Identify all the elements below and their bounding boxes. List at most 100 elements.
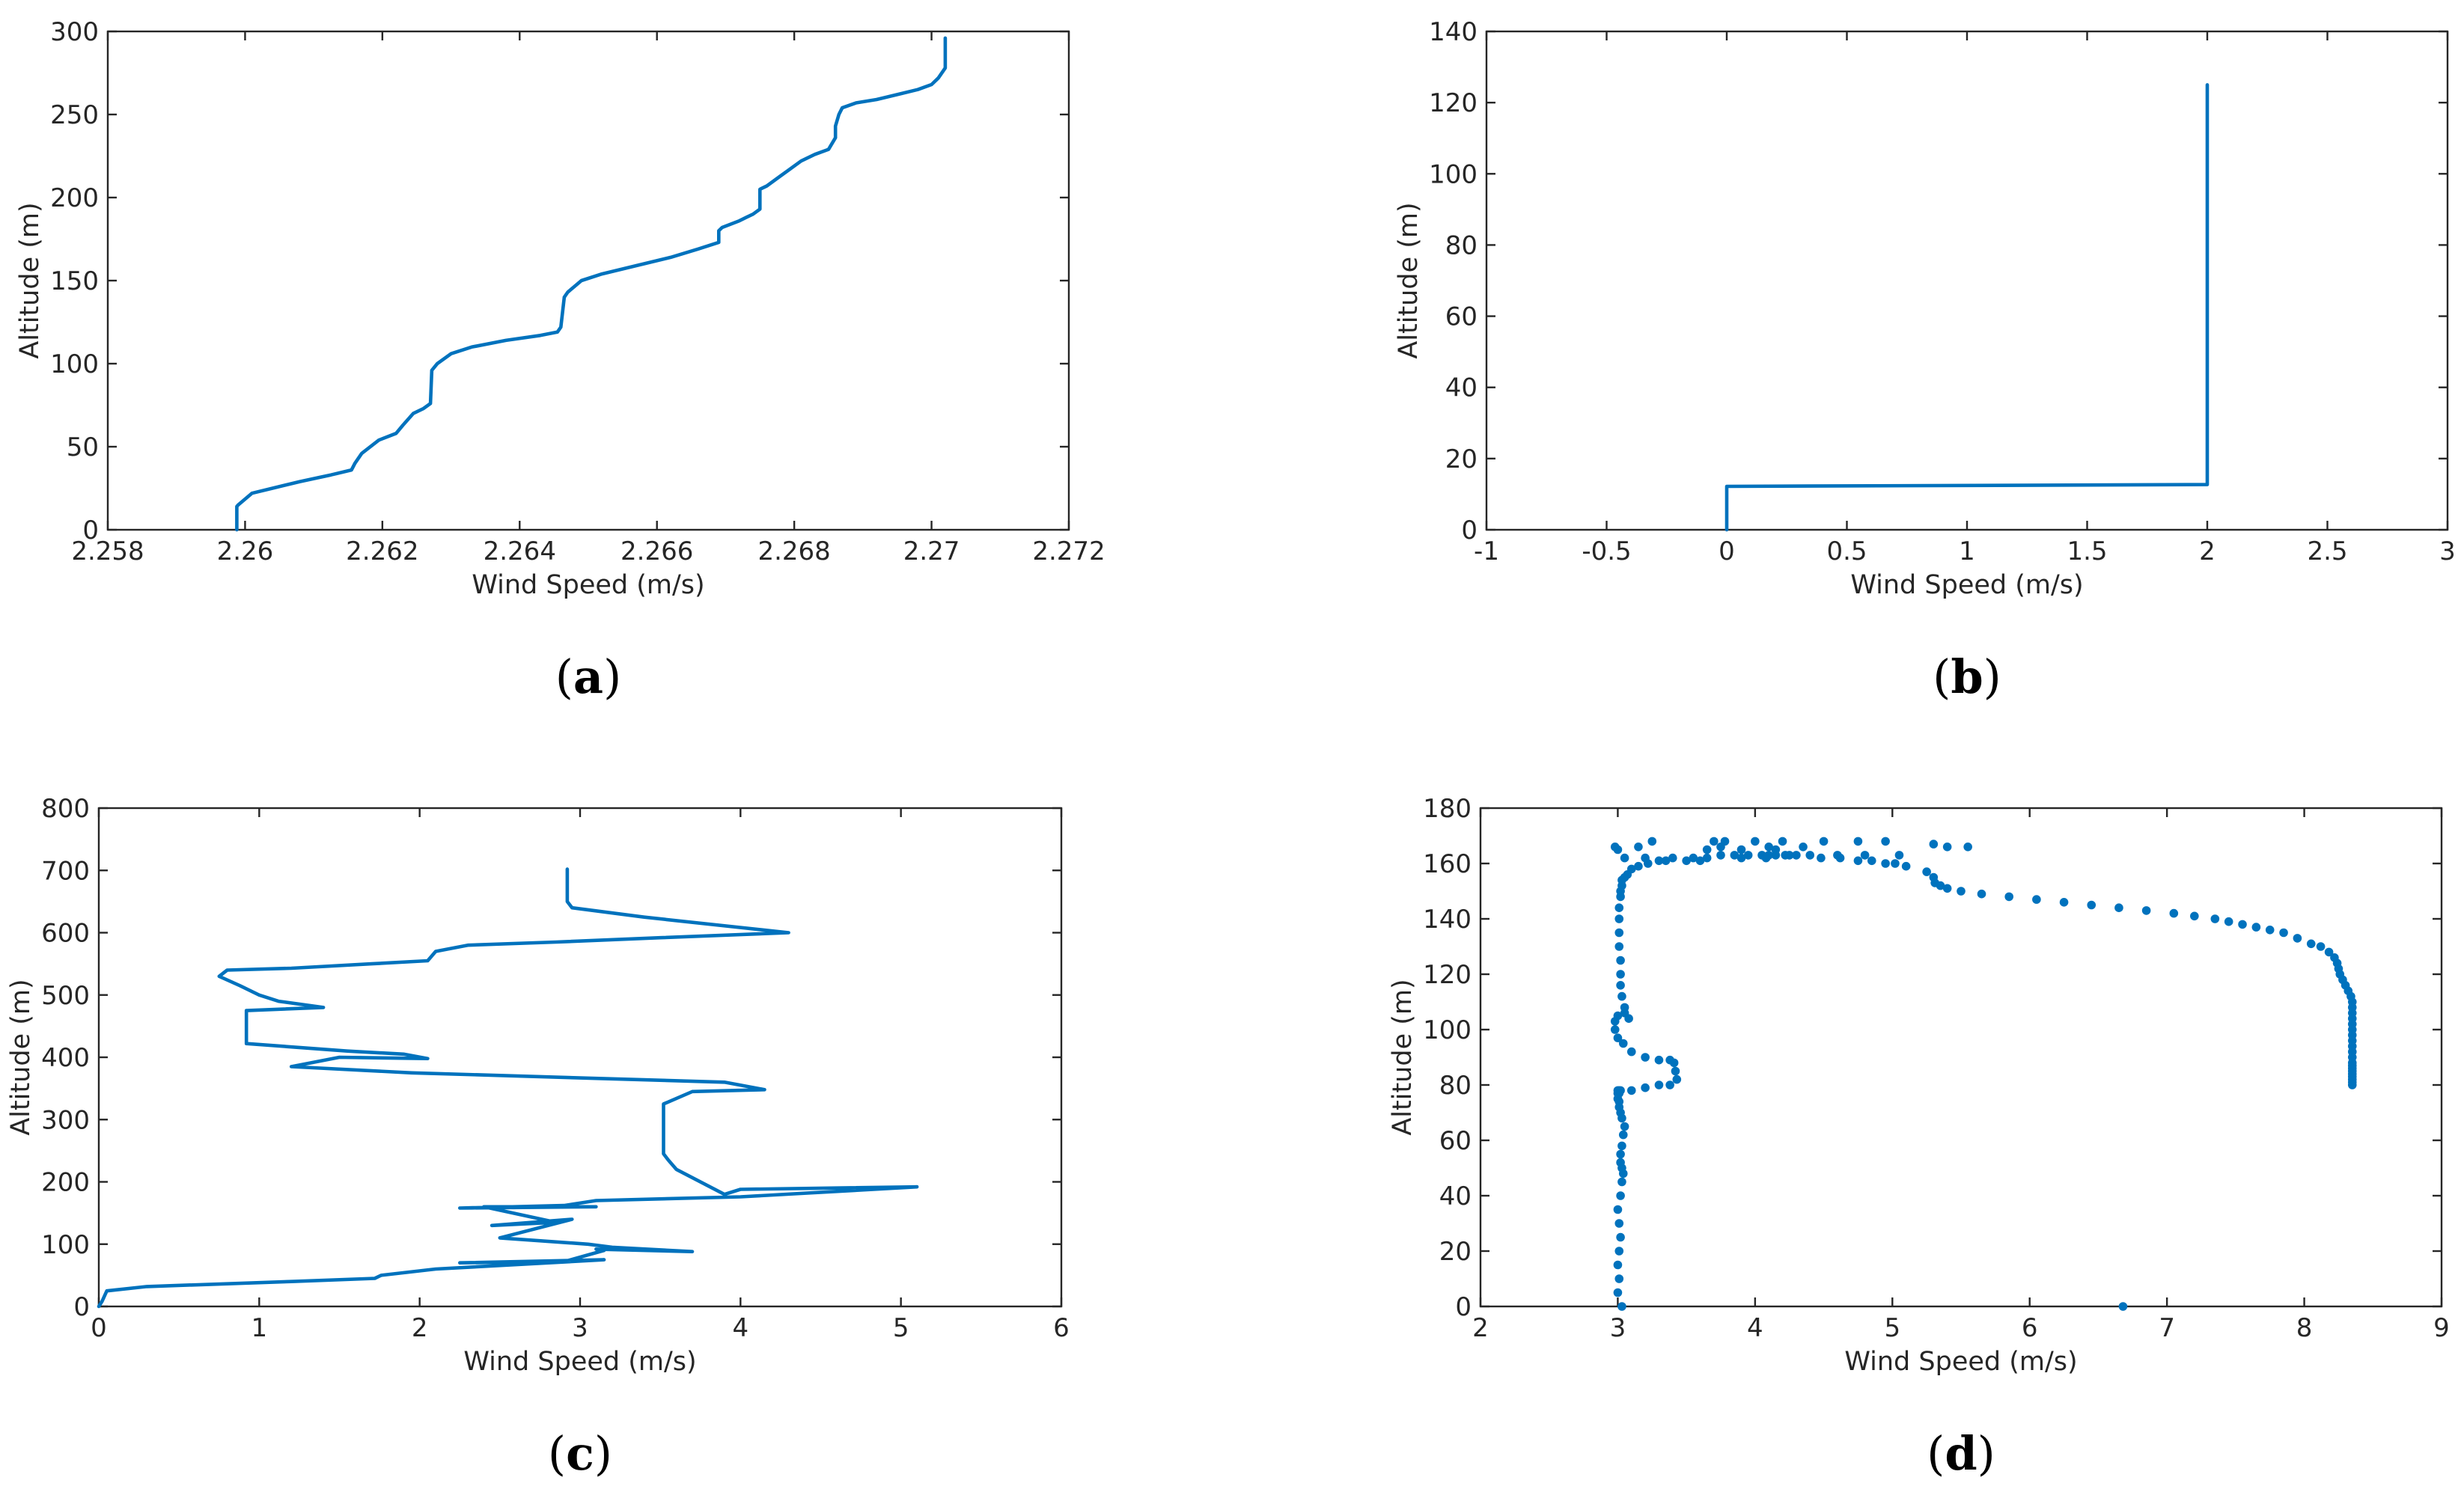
- data-point: [1891, 859, 1900, 868]
- data-point: [1668, 853, 1677, 863]
- data-series: [1610, 837, 2357, 1311]
- data-point: [1682, 856, 1691, 866]
- x-tick-label: 3: [2439, 536, 2456, 566]
- y-tick-label: 120: [1429, 88, 1478, 118]
- y-tick-label: 60: [1439, 1126, 1472, 1156]
- x-tick-labels: 0 1 2 3 4 5 6: [91, 1313, 1070, 1343]
- panel-caption: (a): [555, 649, 622, 704]
- data-point: [2224, 917, 2233, 926]
- data-point: [1634, 843, 1643, 852]
- data-point: [1654, 1080, 1664, 1089]
- x-tick-label: 9: [2433, 1313, 2450, 1343]
- data-point: [1626, 864, 1636, 874]
- data-point: [2118, 1302, 2128, 1311]
- x-tick-label: 2.27: [903, 536, 960, 566]
- data-point: [1641, 1083, 1650, 1092]
- x-tick-label: 2.26: [217, 536, 274, 566]
- data-point: [1618, 1130, 1628, 1140]
- y-tick-label: 600: [41, 919, 90, 949]
- data-point: [1702, 845, 1712, 855]
- y-tick-label: 0: [1455, 1292, 1472, 1322]
- data-point: [1751, 837, 1760, 846]
- data-point: [1894, 851, 1904, 860]
- y-tick-labels: 0 20 40 60 80 100 120 140 160 180: [1423, 794, 1472, 1322]
- panel-caption: (c): [548, 1426, 612, 1481]
- data-point: [1613, 1033, 1623, 1042]
- data-point: [1929, 840, 1939, 849]
- data-point: [1647, 837, 1657, 846]
- data-point: [1614, 928, 1624, 938]
- x-tick-label: 4: [1747, 1313, 1763, 1343]
- data-point: [1617, 1141, 1626, 1151]
- plot-area: [1485, 30, 2449, 531]
- y-tick-label: 20: [1439, 1237, 1472, 1267]
- y-tick-label: 160: [1423, 849, 1472, 879]
- data-point: [1922, 867, 1931, 876]
- data-point: [1778, 837, 1787, 846]
- data-point: [1817, 853, 1826, 863]
- data-point: [2087, 900, 2096, 910]
- x-tick-label: 2.262: [346, 536, 418, 566]
- y-tick-label: 150: [50, 266, 99, 296]
- data-point: [1616, 1232, 1625, 1242]
- data-series: [1725, 83, 2210, 532]
- y-tick-label: 250: [50, 100, 99, 130]
- data-point: [1942, 884, 1952, 893]
- data-point: [1799, 843, 1808, 852]
- x-tick-label: 2.264: [484, 536, 556, 566]
- data-point: [1617, 1177, 1626, 1187]
- data-point: [1614, 942, 1624, 951]
- panel-caption-letter: a: [573, 649, 603, 704]
- data-point: [1792, 851, 1801, 860]
- data-point: [2004, 892, 2013, 902]
- x-tick-label: 0.5: [1826, 536, 1867, 566]
- y-tick-label: 40: [1445, 373, 1478, 403]
- y-tick-label: 140: [1429, 17, 1478, 47]
- data-point: [1881, 837, 1890, 846]
- y-tick-label: 300: [41, 1105, 90, 1135]
- data-point: [1614, 914, 1624, 923]
- x-tick-label: 1: [251, 1313, 268, 1343]
- tick-marks: [1479, 807, 2443, 1308]
- x-tick-label: 0: [1719, 536, 1735, 566]
- data-point: [2059, 898, 2069, 907]
- data-point: [2210, 914, 2220, 923]
- y-tick-label: 180: [1423, 794, 1472, 824]
- x-tick-label: 2.266: [620, 536, 693, 566]
- data-point: [1614, 1274, 1624, 1283]
- data-point: [1617, 1302, 1626, 1311]
- data-point: [1764, 843, 1773, 852]
- x-tick-label: 2.272: [1032, 536, 1105, 566]
- x-tick-label: 2: [412, 1313, 428, 1343]
- x-tick-labels: 2.258 2.26 2.262 2.264 2.266 2.268 2.27 2.272: [71, 536, 1105, 566]
- x-tick-label: 6: [1053, 1313, 1070, 1343]
- data-point: [1716, 851, 1725, 860]
- panel-caption: (b): [1933, 649, 2001, 704]
- data-point: [2169, 908, 2179, 918]
- y-tick-label: 400: [41, 1043, 90, 1073]
- data-point: [1614, 1219, 1624, 1228]
- data-point: [1672, 1074, 1682, 1084]
- data-point: [1819, 837, 1829, 846]
- series-line: [97, 867, 919, 1309]
- data-point: [1671, 1066, 1680, 1076]
- data-point: [1860, 851, 1870, 860]
- data-point: [1942, 843, 1952, 852]
- data-point: [2324, 947, 2334, 957]
- y-axis-label: Altitude (m): [15, 202, 45, 358]
- data-point: [1771, 845, 1781, 855]
- data-point: [1613, 1288, 1623, 1297]
- y-tick-label: 700: [41, 856, 90, 886]
- data-point: [1853, 837, 1863, 846]
- data-point: [1613, 1011, 1623, 1021]
- x-axis-label: Wind Speed (m/s): [463, 1347, 696, 1377]
- data-point: [2032, 895, 2041, 904]
- data-point: [1613, 845, 1623, 855]
- y-tick-label: 200: [50, 183, 99, 213]
- y-tick-label: 0: [82, 516, 99, 545]
- data-point: [1689, 853, 1698, 863]
- data-point: [1963, 843, 1972, 852]
- y-tick-label: 100: [41, 1230, 90, 1260]
- panel-caption-letter: d: [1945, 1426, 1977, 1481]
